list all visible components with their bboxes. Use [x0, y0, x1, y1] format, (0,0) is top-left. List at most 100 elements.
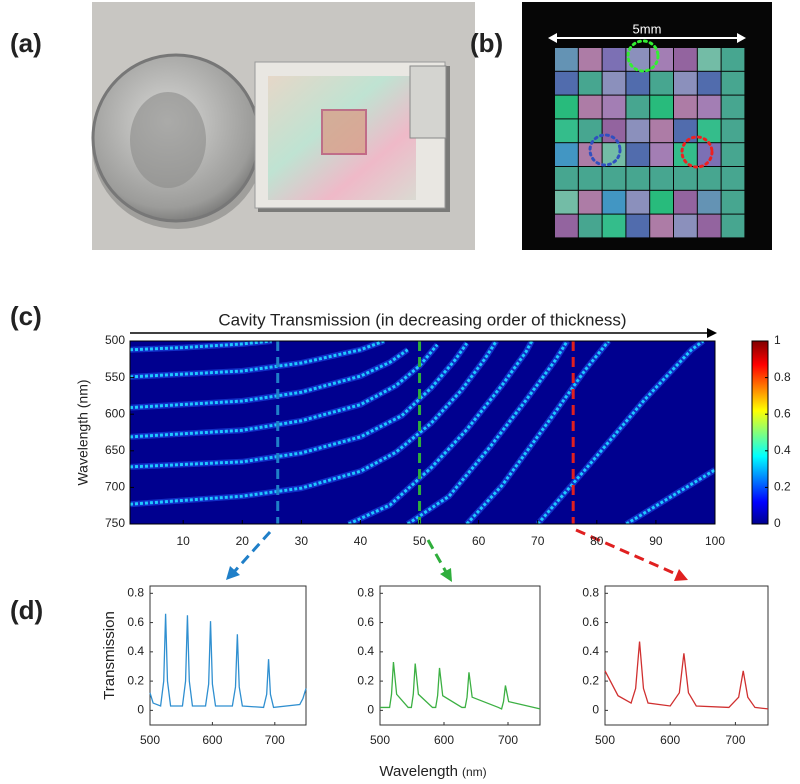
ridge [130, 341, 272, 352]
highlight-circle [680, 135, 714, 169]
mosaic-cell [721, 71, 745, 95]
x-axis-unit: (nm) [462, 765, 487, 779]
y-axis-label: Wavelength (nm) [75, 379, 91, 485]
title-arrowhead [707, 328, 717, 338]
mosaic-cell [602, 95, 626, 119]
colorbar-tick-label: 1 [774, 333, 781, 347]
mosaic-cell [602, 214, 626, 238]
mosaic-cell [697, 214, 721, 238]
mosaic-cell [578, 71, 602, 95]
y-tick-label: 750 [105, 516, 125, 530]
mosaic-cell [697, 190, 721, 214]
colorbar-tick-label: 0.4 [774, 443, 791, 457]
mosaic-cell [555, 167, 578, 190]
mosaic-cell [650, 119, 673, 143]
mosaic-cell [650, 167, 673, 190]
x-tick-label: 90 [649, 534, 663, 548]
y-tick-label: 0.6 [127, 615, 144, 629]
mosaic-cell [626, 95, 650, 119]
mosaic-cell [602, 71, 626, 95]
mosaic-cell [626, 119, 650, 143]
mosaic-cell [697, 48, 721, 71]
mosaic-cell [555, 71, 578, 95]
colorbar [751, 340, 769, 525]
x-tick-label: 40 [354, 534, 368, 548]
panel-label: (a) [10, 28, 42, 58]
mosaic-cell [626, 167, 650, 190]
y-tick-label: 0.8 [127, 585, 144, 599]
y-tick-label: 0.2 [582, 673, 599, 687]
ridge [406, 341, 569, 524]
y-tick-label: 0.4 [357, 644, 374, 658]
mosaic-cell [674, 71, 697, 95]
mosaic-cell [721, 143, 745, 166]
mosaic-cell [555, 48, 578, 71]
mosaic-cell [721, 214, 745, 238]
ridge [130, 341, 498, 506]
panel-label: (d) [10, 595, 43, 625]
mosaic-cell [697, 143, 721, 166]
y-tick-label: 650 [105, 443, 125, 457]
plot-frame [379, 585, 541, 726]
plot-frame [149, 585, 307, 726]
colorbar-tick-label: 0.6 [774, 406, 791, 420]
y-tick-label: 0 [137, 703, 144, 717]
mosaic-cell [626, 190, 650, 214]
x-tick-label: 20 [236, 534, 250, 548]
ridge [536, 341, 705, 524]
y-tick-label: 0 [592, 703, 599, 717]
x-tick-label: 60 [472, 534, 486, 548]
y-tick-label: 0 [367, 703, 374, 717]
colorbar-tick-label: 0 [774, 516, 781, 530]
mosaic-cell [674, 48, 697, 71]
x-tick-label: 70 [531, 534, 545, 548]
x-axis-label: Wavelength [379, 763, 458, 780]
colorbar-tick-label: 0.8 [774, 370, 791, 384]
y-tick-label: 0.8 [357, 585, 374, 599]
x-tick-label: 600 [202, 733, 222, 747]
ridge [130, 341, 385, 379]
x-tick-label: 700 [265, 733, 285, 747]
photo-a [91, 2, 475, 250]
mosaic-cell [650, 71, 673, 95]
panel-label: (b) [470, 28, 503, 58]
y-tick-label: 0.6 [357, 615, 374, 629]
mosaic-cell [578, 190, 602, 214]
photo-b: 5mm [522, 2, 772, 250]
mosaic-cell [674, 95, 697, 119]
x-tick-label: 500 [140, 733, 160, 747]
y-tick-label: 600 [105, 406, 125, 420]
plot-frame [129, 340, 716, 525]
mosaic-cell [578, 167, 602, 190]
mosaic-cell [721, 95, 745, 119]
spectrum-line [149, 613, 307, 709]
x-tick-label: 700 [498, 733, 518, 747]
mosaic-cell [650, 214, 673, 238]
y-tick-label: 0.4 [582, 644, 599, 658]
x-tick-label: 700 [725, 733, 745, 747]
ridge [465, 341, 610, 524]
colorbar-tick-label: 0.2 [774, 480, 791, 494]
connector-arrows [226, 528, 688, 582]
highlight-circle [626, 39, 660, 73]
mosaic-cell [650, 95, 673, 119]
mosaic-cell [626, 71, 650, 95]
x-tick-label: 600 [434, 733, 454, 747]
y-tick-label: 0.2 [127, 673, 144, 687]
heatmap-lines [130, 341, 715, 524]
plot-frame [604, 585, 769, 726]
x-tick-label: 600 [660, 733, 680, 747]
ridge [130, 343, 439, 439]
ridge [348, 341, 534, 524]
scale-label: 5mm [633, 21, 662, 36]
mosaic-cell [674, 143, 697, 166]
y-tick-label: 0.2 [357, 673, 374, 687]
mosaic-cell [626, 214, 650, 238]
x-tick-label: 50 [413, 534, 427, 548]
y-tick-label: 0.4 [127, 644, 144, 658]
ridge [130, 348, 409, 410]
mosaic-cell [555, 95, 578, 119]
mosaic-cell [721, 119, 745, 143]
ridge [130, 342, 469, 469]
